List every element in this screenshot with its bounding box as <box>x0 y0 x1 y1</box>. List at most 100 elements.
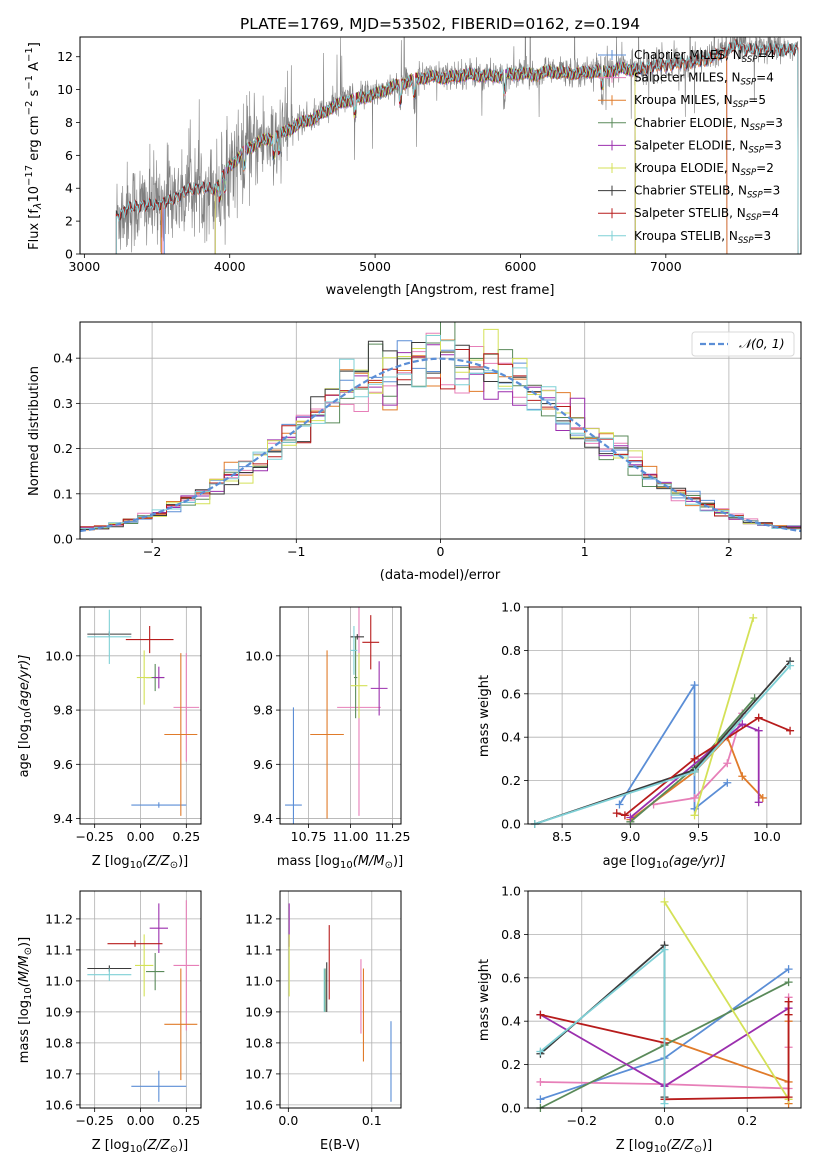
z-age-frame <box>79 606 202 825</box>
x-tick-label: 7000 <box>650 259 682 274</box>
y-tick-label: 10.6 <box>45 1097 73 1112</box>
mass-weight-marker <box>660 1099 669 1108</box>
x-tick-label: 9.5 <box>689 829 709 844</box>
y-tick-label: 9.8 <box>53 703 73 718</box>
mass-weight-line <box>618 681 728 811</box>
mass-weight-marker <box>690 767 699 776</box>
y-tick-label: 10.9 <box>45 1004 73 1019</box>
mass-weight-marker <box>738 720 747 729</box>
x-tick-label: 0.2 <box>737 1113 757 1128</box>
mass-weight-marker <box>612 809 621 818</box>
mass-weight-marker <box>723 759 732 768</box>
z-mass-ylabel: mass [log10(M/M⊙)] <box>17 937 34 1063</box>
x-tick-label: 0.25 <box>172 829 200 844</box>
y-tick-label: 11.0 <box>45 973 73 988</box>
y-tick-label: 2 <box>65 214 73 229</box>
y-tick-label: 0.0 <box>53 532 73 547</box>
y-tick-label: 12 <box>57 49 73 64</box>
x-tick-label: 6000 <box>505 259 537 274</box>
legend-label: Kroupa MILES, NSSP=5 <box>634 93 766 110</box>
y-tick-label: 1.0 <box>501 884 521 899</box>
y-tick-label: 0.4 <box>53 351 73 366</box>
z-mass-frame <box>79 890 202 1109</box>
y-tick-label: 0.6 <box>501 970 521 985</box>
x-tick-label: 10.0 <box>753 829 781 844</box>
legend-label: Salpeter ELODIE, NSSP=3 <box>634 138 782 155</box>
mass-weight-marker <box>626 813 635 822</box>
ebv-mass-ticks: 0.0 0.1 10.6 10.7 10.8 10.9 11.0 11.1 11.2 <box>245 891 401 1128</box>
mass-weight-marker <box>690 681 699 690</box>
y-tick-label: 8 <box>65 115 73 130</box>
mass-weight-marker <box>784 1093 793 1102</box>
z-weight-plot-area <box>536 897 793 1112</box>
y-tick-label: 9.4 <box>53 811 73 826</box>
mass-age-ticks: 10.75 11.00 11.25 9.4 9.6 9.8 10.0 <box>245 607 410 844</box>
x-tick-label: 11.25 <box>375 829 411 844</box>
mass-weight-marker <box>536 1047 545 1056</box>
mass-weight-marker <box>758 793 767 802</box>
residuals-legend: 𝒩(0, 1) <box>691 331 795 357</box>
residuals-frame <box>79 321 802 540</box>
y-tick-label: 10.0 <box>245 648 273 663</box>
y-tick-label: 11.2 <box>245 911 273 926</box>
z-age-ylabel: age [log10(age/yr)] <box>17 655 34 778</box>
z-age-plot-area <box>87 609 200 816</box>
mass-age-xlabel: mass [log10(M/M⊙)] <box>277 854 403 871</box>
y-tick-label: 10.7 <box>245 1066 273 1081</box>
x-tick-label: 0 <box>437 544 445 559</box>
ebv-mass-panel: 0.0 0.1 10.6 10.7 10.8 10.9 11.0 11.1 11.2 E(B-V… <box>245 890 402 1153</box>
age-weight-xlabel: age [log10(age/yr)] <box>603 854 726 871</box>
z-weight-panel: −0.2 0.0 0.2 0.0 0.2 0.4 0.6 0.8 1.0 Z [log10(Z/… <box>477 884 802 1155</box>
mass-weight-marker <box>660 897 669 906</box>
y-tick-label: 9.6 <box>253 757 273 772</box>
mass-weight-line <box>663 901 790 1100</box>
ebv-mass-frame <box>279 890 402 1109</box>
mass-weight-marker <box>784 997 793 1006</box>
spectrum-legend: Chabrier MILES, NSSP=4 Salpeter MILES, NS… <box>598 48 783 246</box>
x-tick-label: −1 <box>287 544 305 559</box>
x-tick-label: 0.0 <box>278 1113 298 1128</box>
gaussian-legend-label: 𝒩(0, 1) <box>739 336 785 351</box>
legend-label: Chabrier ELODIE, NSSP=3 <box>634 116 783 133</box>
residual-histogram <box>80 335 801 530</box>
residual-histogram <box>80 328 801 530</box>
x-tick-label: 0.25 <box>172 1113 200 1128</box>
age-weight-ylabel: mass weight <box>477 675 492 757</box>
mass-weight-marker <box>536 1077 545 1086</box>
y-tick-label: 9.6 <box>53 757 73 772</box>
mass-weight-line <box>653 713 744 806</box>
x-tick-label: 11.00 <box>333 829 369 844</box>
x-tick-label: 2 <box>725 544 733 559</box>
age-weight-plot-area <box>530 613 795 828</box>
y-tick-label: 10.7 <box>45 1066 73 1081</box>
mass-weight-marker <box>784 1010 793 1019</box>
residual-histogram <box>80 322 801 530</box>
x-tick-label: 9.0 <box>620 829 640 844</box>
spectrum-panel: 3000 4000 5000 6000 7000 0 2 4 6 8 10 12 Chabrier M… <box>24 36 802 298</box>
x-tick-label: 10.75 <box>291 829 327 844</box>
x-tick-label: 1 <box>581 544 589 559</box>
y-tick-label: 9.8 <box>253 703 273 718</box>
y-tick-label: 10.8 <box>45 1035 73 1050</box>
residuals-ylabel: Normed distribution <box>27 366 42 496</box>
mass-weight-marker <box>784 965 793 974</box>
legend-label: Salpeter STELIB, NSSP=4 <box>634 206 779 223</box>
residuals-xlabel: (data-model)/error <box>380 568 501 583</box>
ebv-mass-plot-area <box>288 903 392 1102</box>
mass-age-plot-area <box>285 607 388 824</box>
y-tick-label: 0.0 <box>501 817 521 832</box>
mass-weight-marker <box>615 800 624 809</box>
mass-weight-marker <box>749 613 758 622</box>
legend-label: Chabrier MILES, NSSP=4 <box>634 48 775 65</box>
mass-weight-marker <box>690 811 699 820</box>
x-tick-label: 8.5 <box>552 829 572 844</box>
y-tick-label: 0.2 <box>501 773 521 788</box>
mass-weight-marker <box>536 1010 545 1019</box>
mass-weight-marker <box>723 778 732 787</box>
mass-weight-marker <box>754 713 763 722</box>
x-tick-label: 3000 <box>68 259 100 274</box>
y-tick-label: 10.8 <box>245 1035 273 1050</box>
y-tick-label: 0.4 <box>501 730 521 745</box>
mass-weight-marker <box>738 772 747 781</box>
mass-weight-marker <box>660 945 669 954</box>
